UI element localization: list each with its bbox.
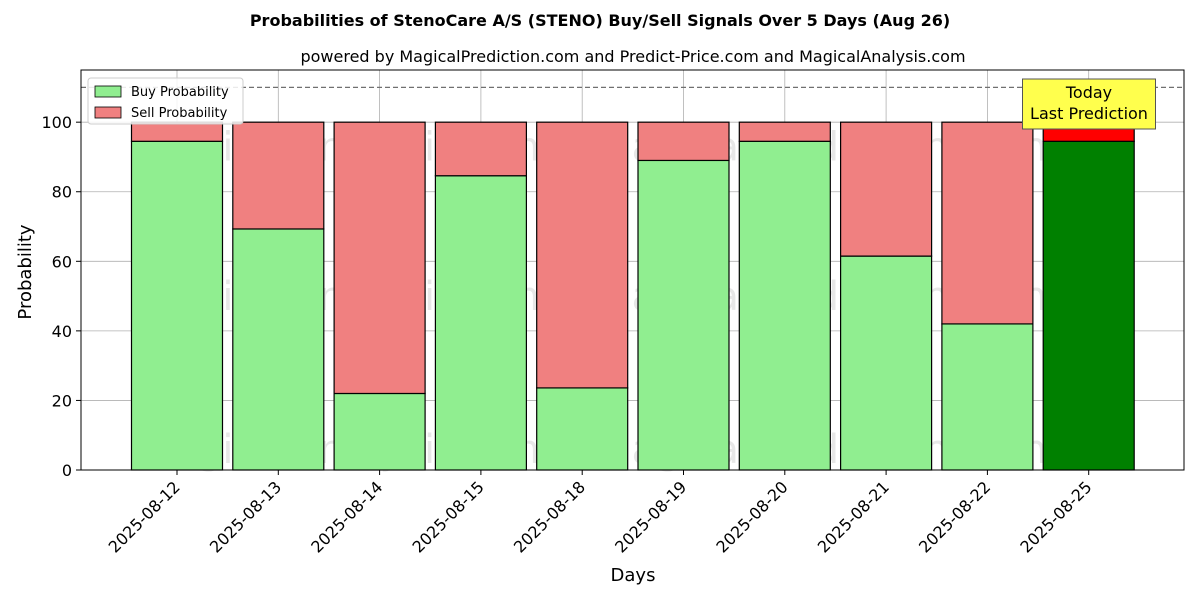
- buy-bar: [130, 140, 224, 471]
- sell-bar: [839, 121, 933, 257]
- sell-bar: [738, 121, 831, 142]
- x-tick-label: 2025-08-14: [307, 477, 386, 556]
- x-axis-label: Days: [611, 565, 656, 586]
- sell-bar: [130, 121, 224, 142]
- x-tick-label: 2025-08-21: [814, 477, 893, 556]
- sell-bar: [232, 121, 325, 230]
- x-tick-label: 2025-08-12: [105, 477, 184, 556]
- chart-subtitle: powered by MagicalPrediction.com and Pre…: [300, 47, 965, 66]
- buy-bar: [738, 140, 831, 471]
- annotation-box: [1022, 78, 1156, 130]
- x-tick-label: 2025-08-19: [611, 477, 690, 556]
- x-tick-label: 2025-08-18: [510, 477, 589, 556]
- buy-bar: [536, 387, 629, 471]
- y-tick-label: 100: [41, 113, 72, 132]
- annotation-text: Last Prediction: [1030, 104, 1148, 123]
- x-tick-label: 2025-08-25: [1016, 477, 1095, 556]
- buy-bar: [1042, 140, 1135, 471]
- annotation-text: Today: [1065, 83, 1112, 102]
- legend-swatch: [94, 85, 122, 98]
- buy-bar: [232, 228, 325, 471]
- y-tick-label: 60: [52, 252, 72, 271]
- annotation: Today Last Prediction: [1022, 78, 1156, 130]
- buy-bar: [434, 175, 527, 471]
- x-tick-label: 2025-08-20: [712, 477, 791, 556]
- y-tick-label: 80: [52, 183, 72, 202]
- x-tick-label: 2025-08-13: [206, 477, 285, 556]
- y-tick-label: 0: [62, 461, 72, 480]
- sell-bar: [333, 121, 426, 395]
- sell-bar: [536, 121, 629, 389]
- y-axis-label: Probability: [15, 224, 36, 319]
- sell-bar: [434, 121, 527, 177]
- legend-swatch: [94, 106, 122, 119]
- y-tick-label: 40: [52, 322, 72, 341]
- sell-bar: [941, 121, 1034, 325]
- x-tick-label: 2025-08-15: [409, 477, 488, 556]
- legend-label: Sell Probability: [131, 106, 228, 121]
- bar-layer: [130, 121, 1135, 471]
- buy-bar: [839, 255, 933, 471]
- x-tick-label: 2025-08-22: [915, 477, 994, 556]
- plot-frame: [80, 69, 1185, 471]
- y-tick-label: 20: [52, 391, 72, 410]
- legend: Buy Probability Sell Probability: [87, 77, 244, 125]
- buy-bar: [941, 323, 1034, 471]
- buy-bar: [637, 159, 730, 471]
- legend-box: [87, 77, 244, 125]
- sell-bar: [637, 121, 730, 162]
- buy-bar: [333, 392, 426, 471]
- chart-title: Probabilities of StenoCare A/S (STENO) B…: [250, 11, 950, 30]
- legend-label: Buy Probability: [131, 85, 229, 100]
